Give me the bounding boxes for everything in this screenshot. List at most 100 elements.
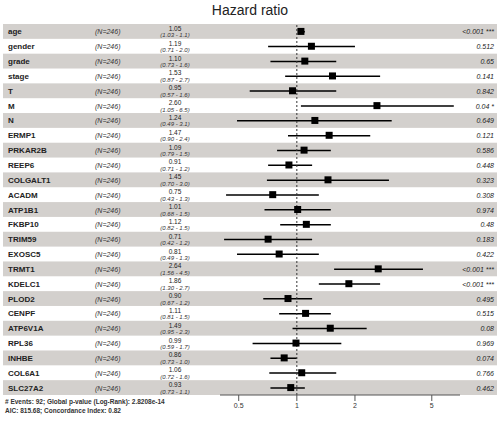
svg-text:0.86: 0.86 — [169, 351, 182, 358]
svg-text:1.09: 1.09 — [169, 144, 182, 151]
svg-text:# Events: 92; Global p-value (: # Events: 92; Global p-value (Log-Rank):… — [8, 398, 165, 406]
svg-text:(N=246): (N=246) — [95, 132, 120, 140]
svg-text:(0.87 - 2.7): (0.87 - 2.7) — [160, 77, 189, 83]
svg-text:1.19: 1.19 — [169, 40, 182, 47]
svg-text:0.48: 0.48 — [480, 221, 492, 228]
svg-text:1.86: 1.86 — [169, 277, 182, 284]
svg-text:0.515: 0.515 — [476, 310, 492, 317]
svg-text:<0.001 ***: <0.001 *** — [462, 281, 492, 288]
svg-text:(N=246): (N=246) — [95, 236, 120, 244]
svg-text:1.47: 1.47 — [169, 129, 182, 136]
svg-text:INHBE: INHBE — [8, 354, 34, 363]
svg-text:(0.82 - 1.5): (0.82 - 1.5) — [160, 225, 189, 231]
svg-text:(N=246): (N=246) — [95, 385, 120, 393]
svg-text:(1.30 - 2.7): (1.30 - 2.7) — [160, 285, 189, 291]
svg-text:2: 2 — [353, 402, 357, 409]
svg-text:0.842: 0.842 — [476, 88, 492, 95]
svg-text:(N=246): (N=246) — [95, 310, 120, 318]
svg-text:(0.81 - 1.5): (0.81 - 1.5) — [160, 314, 189, 320]
svg-text:0.766: 0.766 — [476, 370, 492, 377]
svg-text:FKBP10: FKBP10 — [8, 220, 39, 229]
svg-text:0.81: 0.81 — [169, 248, 182, 255]
svg-text:TRIM59: TRIM59 — [8, 235, 37, 244]
svg-text:1.10: 1.10 — [169, 55, 182, 62]
svg-text:1.24: 1.24 — [169, 114, 182, 121]
svg-text:1.12: 1.12 — [169, 218, 182, 225]
svg-text:(N=246): (N=246) — [95, 162, 120, 170]
svg-text:0.90: 0.90 — [169, 292, 182, 299]
svg-text:(0.79 - 1.5): (0.79 - 1.5) — [160, 151, 189, 157]
svg-text:1.53: 1.53 — [169, 69, 182, 76]
svg-text:ATP1B1: ATP1B1 — [8, 206, 39, 215]
svg-text:2.60: 2.60 — [169, 99, 182, 106]
svg-text:0.183: 0.183 — [476, 236, 492, 243]
svg-text:(N=246): (N=246) — [95, 177, 120, 185]
svg-text:CENPF: CENPF — [8, 309, 35, 318]
svg-text:COL6A1: COL6A1 — [8, 369, 40, 378]
svg-text:REEP6: REEP6 — [8, 161, 35, 170]
svg-text:ACADM: ACADM — [8, 191, 38, 200]
svg-text:(N=246): (N=246) — [95, 340, 120, 348]
svg-text:(N=246): (N=246) — [95, 296, 120, 304]
svg-text:0.969: 0.969 — [476, 340, 492, 347]
svg-text:(0.95 - 2.3): (0.95 - 2.3) — [160, 329, 189, 335]
svg-text:1.45: 1.45 — [169, 173, 182, 180]
svg-text:gender: gender — [8, 42, 35, 51]
svg-text:0.308: 0.308 — [476, 192, 492, 199]
svg-text:0.95: 0.95 — [169, 84, 182, 91]
svg-text:(0.73 - 1.0): (0.73 - 1.0) — [160, 359, 189, 365]
svg-text:(0.73 - 1.1): (0.73 - 1.1) — [160, 389, 189, 395]
svg-text:(1.05 - 6.5): (1.05 - 6.5) — [160, 107, 189, 113]
svg-text:5: 5 — [430, 402, 434, 409]
svg-text:0.75: 0.75 — [169, 188, 182, 195]
svg-text:<0.001 ***: <0.001 *** — [462, 266, 492, 273]
svg-text:0.448: 0.448 — [476, 162, 492, 169]
svg-text:(0.68 - 1.5): (0.68 - 1.5) — [160, 211, 189, 217]
svg-text:0.649: 0.649 — [476, 117, 492, 124]
svg-text:<0.001 ***: <0.001 *** — [462, 28, 492, 35]
svg-text:0.974: 0.974 — [476, 207, 492, 214]
svg-text:(N=246): (N=246) — [95, 325, 120, 333]
svg-text:(N=246): (N=246) — [95, 147, 120, 155]
svg-text:(0.57 - 1.6): (0.57 - 1.6) — [160, 92, 189, 98]
svg-text:(N=246): (N=246) — [95, 28, 120, 36]
svg-text:stage: stage — [8, 72, 29, 81]
svg-text:0.141: 0.141 — [476, 73, 492, 80]
svg-text:(0.70 - 3.0): (0.70 - 3.0) — [160, 181, 189, 187]
svg-text:(0.73 - 1.6): (0.73 - 1.6) — [160, 62, 189, 68]
svg-text:0.074: 0.074 — [476, 355, 492, 362]
svg-text:Hazard ratio: Hazard ratio — [212, 2, 288, 18]
svg-text:1.05: 1.05 — [169, 25, 182, 32]
svg-text:0.08: 0.08 — [480, 325, 492, 332]
svg-text:EXOSC5: EXOSC5 — [8, 250, 41, 259]
svg-text:(N=246): (N=246) — [95, 117, 120, 125]
svg-text:SLC27A2: SLC27A2 — [8, 384, 44, 393]
svg-text:(N=246): (N=246) — [95, 88, 120, 96]
svg-text:(0.72 - 1.6): (0.72 - 1.6) — [160, 374, 189, 380]
svg-text:(N=246): (N=246) — [95, 103, 120, 111]
svg-text:0.462: 0.462 — [476, 385, 492, 392]
svg-text:N: N — [8, 116, 14, 125]
svg-text:(N=246): (N=246) — [95, 281, 120, 289]
svg-text:0.5: 0.5 — [234, 402, 244, 409]
svg-text:0.323: 0.323 — [476, 177, 492, 184]
svg-text:(0.67 - 1.2): (0.67 - 1.2) — [160, 300, 189, 306]
svg-text:(N=246): (N=246) — [95, 221, 120, 229]
svg-text:(N=246): (N=246) — [95, 73, 120, 81]
svg-text:(0.49 - 1.3): (0.49 - 1.3) — [160, 255, 189, 261]
svg-text:PLOD2: PLOD2 — [8, 295, 35, 304]
svg-text:(N=246): (N=246) — [95, 355, 120, 363]
svg-text:0.93: 0.93 — [169, 381, 182, 388]
svg-text:1.06: 1.06 — [169, 366, 182, 373]
svg-text:0.121: 0.121 — [476, 132, 492, 139]
svg-text:0.586: 0.586 — [476, 147, 492, 154]
svg-text:COLGALT1: COLGALT1 — [8, 176, 51, 185]
svg-text:2.64: 2.64 — [169, 262, 182, 269]
svg-text:0.512: 0.512 — [476, 43, 492, 50]
svg-text:(0.49 - 3.1): (0.49 - 3.1) — [160, 121, 189, 127]
svg-text:1.49: 1.49 — [169, 322, 182, 329]
svg-text:age: age — [8, 27, 22, 36]
svg-text:ERMP1: ERMP1 — [8, 131, 36, 140]
svg-text:(N=246): (N=246) — [95, 370, 120, 378]
svg-text:(0.90 - 2.4): (0.90 - 2.4) — [160, 136, 189, 142]
